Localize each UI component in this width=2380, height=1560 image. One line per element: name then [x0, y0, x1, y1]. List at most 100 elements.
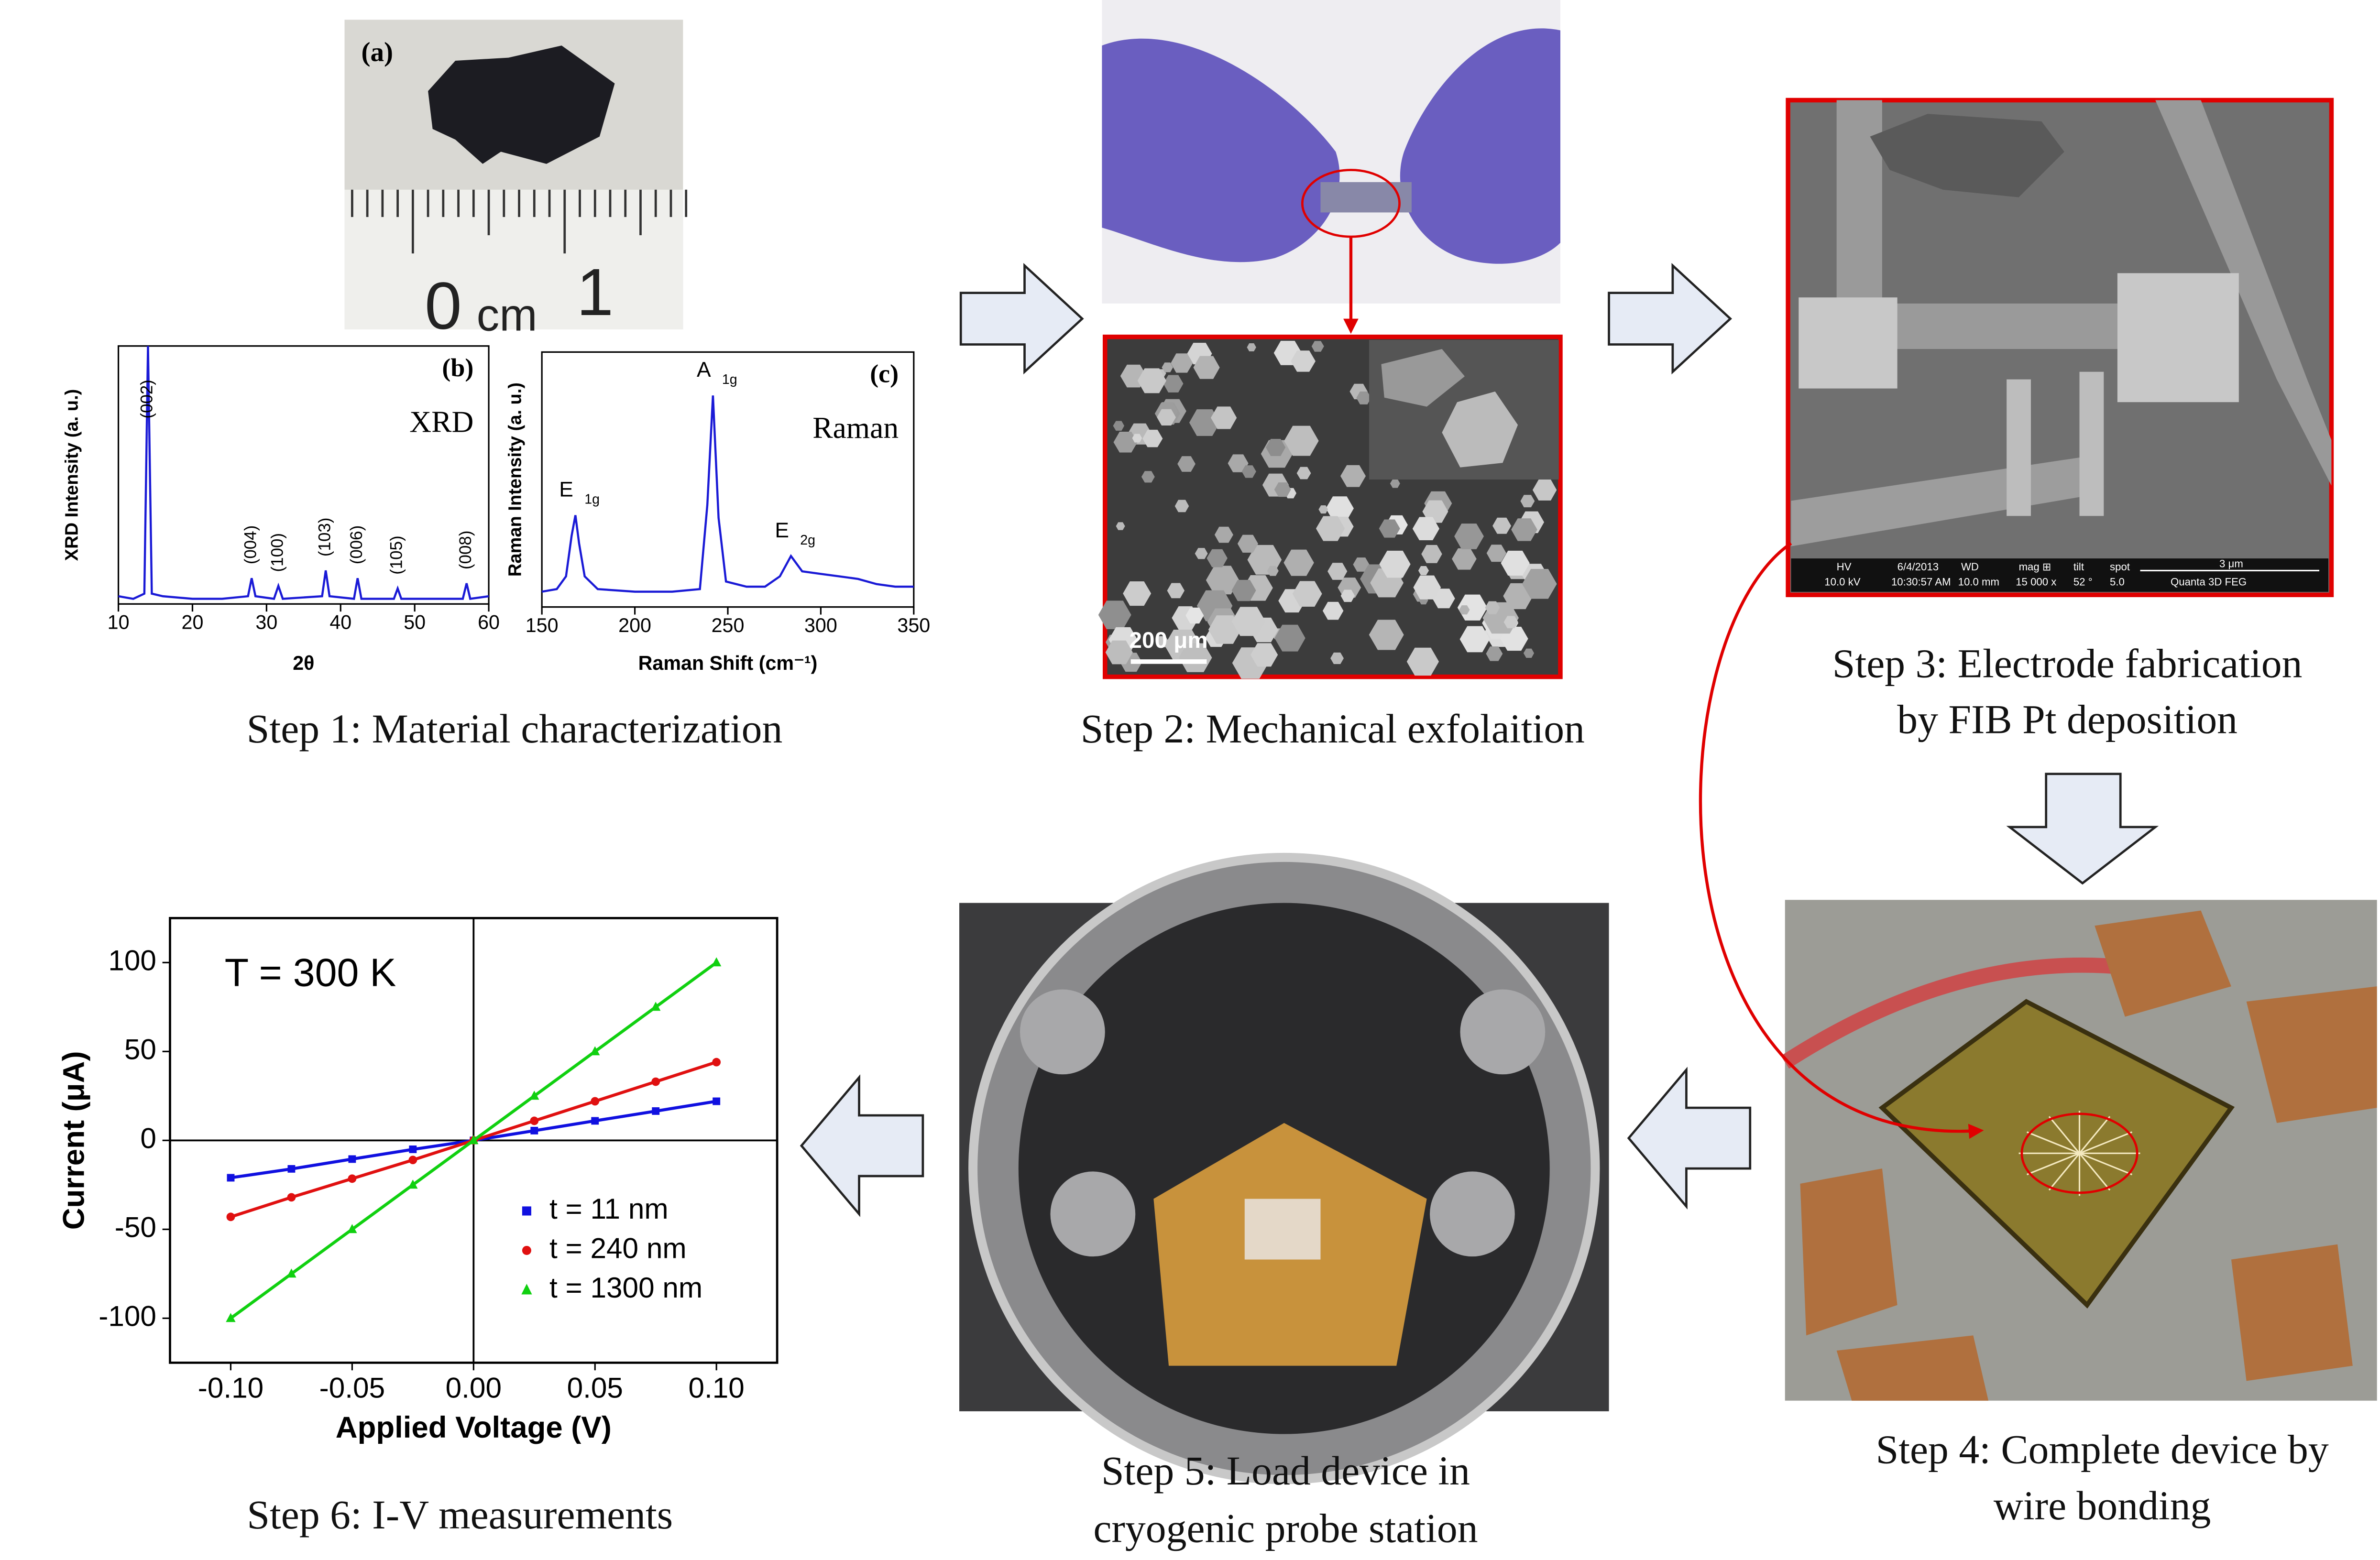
peak-label: E: [775, 519, 789, 542]
bond-wire: [2048, 1153, 2080, 1191]
flake: [1105, 640, 1133, 665]
marker: [712, 1058, 721, 1067]
marker: [591, 1117, 599, 1125]
marker: [713, 1097, 721, 1105]
flow-arrow: [1608, 263, 1732, 375]
x-tick-label: 30: [255, 611, 277, 633]
series-line: [541, 395, 914, 593]
scale-label: 200 μm: [1130, 628, 1208, 653]
flake: [1486, 545, 1506, 562]
flake: [1123, 581, 1152, 606]
peak-label: (002): [138, 380, 156, 419]
marker: [591, 1097, 600, 1106]
flake: [1412, 517, 1440, 540]
x-axis-label: 2θ: [293, 652, 314, 674]
flake: [1237, 535, 1259, 553]
marker: [652, 1107, 660, 1115]
x-tick-label: 20: [182, 611, 204, 633]
flake: [1283, 549, 1314, 576]
x-tick-label: 250: [712, 614, 745, 636]
legend-label: t = 1300 nm: [549, 1271, 702, 1304]
marker: [530, 1126, 538, 1135]
peak-label-sub: 2g: [800, 533, 815, 548]
flake: [1267, 566, 1279, 576]
flake: [1413, 575, 1441, 600]
plot-frame: [541, 351, 915, 608]
glove: [1102, 38, 1340, 262]
step-caption: wire bonding: [1994, 1483, 2211, 1528]
peak-label: A: [697, 358, 711, 382]
ruler-label: 1: [576, 255, 614, 329]
x-tick-label: 350: [897, 614, 930, 636]
flake: [1318, 505, 1328, 514]
flake: [1274, 624, 1305, 652]
flake: [1157, 409, 1176, 426]
flake: [1241, 465, 1256, 478]
trace: [1781, 957, 2157, 1069]
marker: [226, 1313, 236, 1322]
y-axis-label: Current (μA): [57, 1051, 90, 1230]
databar-key: 6/4/2013: [1897, 561, 1939, 573]
panel-label: (c): [870, 360, 899, 388]
marker: [712, 957, 722, 967]
flake: [1193, 356, 1220, 379]
probe-arm: [1430, 1171, 1515, 1257]
flake: [1206, 566, 1239, 595]
wire: [2079, 371, 2104, 516]
sample-holder: [1244, 1199, 1321, 1260]
wire: [2007, 379, 2031, 516]
y-axis-label: Raman Intensity (a. u.): [505, 382, 525, 577]
flake: [1381, 349, 1465, 407]
peak-label: (100): [268, 533, 286, 572]
probe-arm: [1050, 1171, 1136, 1257]
x-tick-label: 150: [526, 614, 559, 636]
databar-value: 15 000 x: [2016, 576, 2056, 588]
flake: [1142, 429, 1163, 447]
probe-arm: [1460, 989, 1546, 1075]
flake: [1132, 434, 1142, 443]
y-tick-label: -100: [99, 1299, 156, 1332]
flake: [1379, 519, 1400, 538]
ruler-label: cm: [477, 290, 537, 341]
flake: [1353, 557, 1370, 572]
flake: [1520, 495, 1535, 508]
flake: [1179, 643, 1212, 672]
tape: [1320, 182, 1412, 213]
peak-label-sub: 1g: [584, 491, 600, 507]
flake: [1163, 375, 1184, 393]
flow-arrow: [1627, 1067, 1752, 1210]
x-axis-label: Raman Shift (cm⁻¹): [638, 652, 818, 674]
x-tick-label: 0.00: [446, 1371, 502, 1404]
highlight-circle: [2020, 1113, 2139, 1194]
flake: [1340, 589, 1355, 602]
ruler-label: 0: [425, 269, 462, 343]
y-tick-label: -50: [115, 1211, 156, 1243]
flake: [1511, 518, 1537, 541]
flow-arrow: [2006, 773, 2159, 885]
marker: [287, 1165, 296, 1173]
flake: [1390, 479, 1400, 488]
copper-pad: [2231, 1244, 2353, 1381]
connector-arrow: [1699, 542, 1984, 1139]
step-caption: Step 6: I-V measurements: [247, 1492, 673, 1538]
panel-label: (b): [442, 353, 473, 382]
flake: [1296, 467, 1311, 480]
bond-wire: [2026, 1131, 2080, 1154]
flake: [1292, 581, 1322, 607]
copper-pad: [1836, 1335, 1989, 1401]
panel-label: (a): [361, 37, 393, 67]
flake: [1327, 563, 1348, 580]
peak-label: E: [559, 478, 573, 502]
peak-label: (004): [241, 525, 260, 565]
databar: [1791, 558, 2329, 592]
probe-arm: [1020, 989, 1105, 1075]
flake: [1274, 482, 1291, 497]
flake: [1532, 480, 1557, 501]
bond-wire: [2048, 1116, 2080, 1154]
flake: [1418, 566, 1429, 575]
databar-value: Quanta 3D FEG: [2171, 576, 2247, 588]
panel-title: Raman: [812, 411, 899, 445]
flake: [1421, 545, 1442, 563]
